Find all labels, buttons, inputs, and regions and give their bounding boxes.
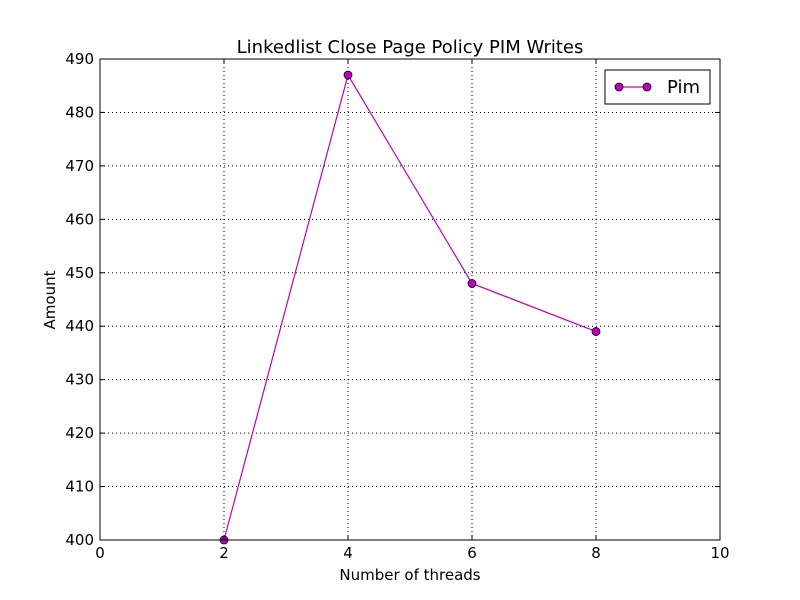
data-point [343,70,353,80]
legend-label: Pim [667,77,700,98]
legend: Pim [604,69,711,105]
ticks: 0 2 4 6 8 10 400 410 420 430 440 450 460 470 480 490 [65,50,729,562]
x-tick-label: 2 [219,544,229,562]
x-tick-label: 0 [95,544,105,562]
y-tick-label: 480 [65,103,94,121]
x-tick-label: 10 [710,544,729,562]
y-axis-label: Amount [41,270,59,329]
x-tick-label: 4 [343,544,353,562]
y-tick-label: 400 [65,531,94,549]
x-axis-label: Number of threads [339,566,480,584]
y-tick-label: 450 [65,264,94,282]
y-tick-label: 430 [65,371,94,389]
series-line-pim [223,73,597,541]
chart-title: Linkedlist Close Page Policy PIM Writes [237,37,584,58]
plot-frame [99,58,721,541]
y-tick-label: 440 [65,317,94,335]
grid [100,59,720,540]
y-tick-label: 490 [65,50,94,68]
data-point [467,279,477,288]
y-tick-label: 420 [65,424,94,442]
y-tick-label: 460 [65,210,94,228]
x-tick-label: 8 [591,544,601,562]
y-tick-label: 410 [65,478,94,496]
y-tick-label: 470 [65,157,94,175]
legend-marker [614,82,624,92]
x-tick-label: 6 [467,544,477,562]
data-point [591,327,601,336]
legend-marker [642,82,652,92]
